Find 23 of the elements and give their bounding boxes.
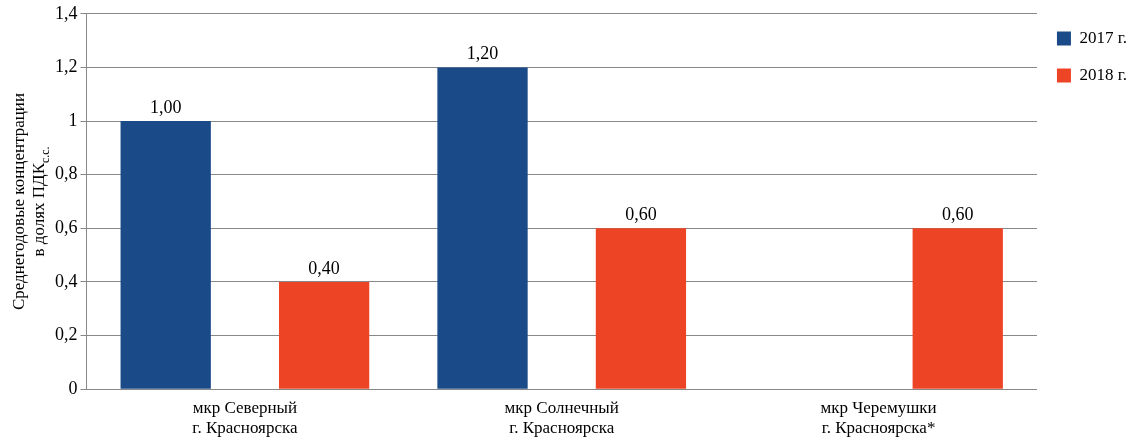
x-tick-label: мкр Северный г. Красноярска: [192, 397, 298, 438]
bar: [595, 228, 687, 389]
bar: [120, 121, 211, 389]
legend-label: 2018 г.: [1079, 64, 1128, 84]
data-label: 0,60: [941, 204, 974, 225]
y-tick-label: 0,2: [55, 324, 78, 345]
x-tick-label: мкр Черемушки г. Красноярска*: [820, 397, 937, 438]
data-label: 1,20: [466, 43, 499, 64]
y-tick-label: 1,2: [55, 56, 78, 77]
y-tick-label: 1,4: [55, 2, 78, 23]
legend-label: 2017 г.: [1079, 27, 1128, 47]
data-label: 1,00: [149, 96, 182, 117]
data-label: 0,60: [625, 204, 657, 225]
y-tick-label: 0: [68, 377, 78, 398]
x-tick-label: мкр Солнечный г. Красноярска: [504, 397, 619, 438]
y-tick-label: 0,4: [55, 270, 78, 291]
bar: [912, 228, 1003, 389]
bar: [437, 67, 528, 389]
y-tick-label: 0,6: [55, 217, 78, 238]
y-tick-label: 0,8: [55, 163, 78, 184]
bar: [278, 281, 370, 389]
y-tick-label: 1: [68, 109, 78, 130]
data-label: 0,40: [308, 257, 340, 278]
